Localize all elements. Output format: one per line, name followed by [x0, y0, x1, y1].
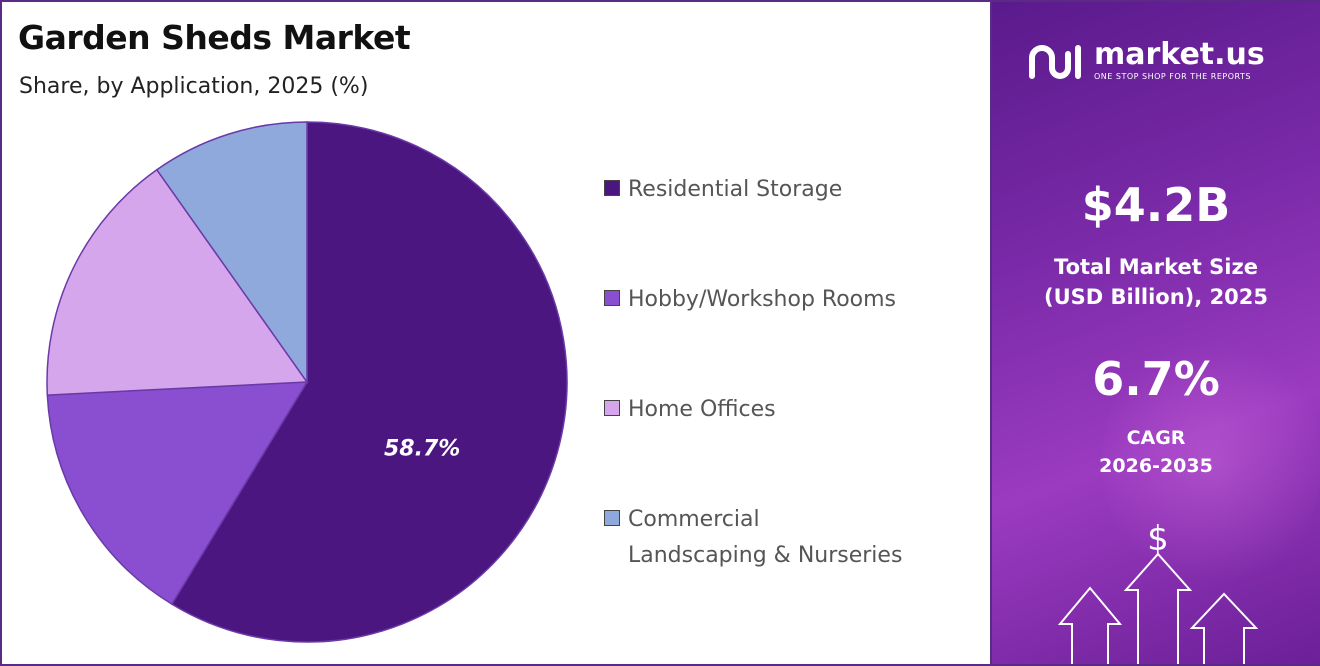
market-size-label: Total Market Size — [1054, 255, 1258, 279]
chart-subtitle: Share, by Application, 2025 (%) — [19, 74, 369, 99]
chart-title: Garden Sheds Market — [18, 18, 411, 57]
cagr-period-label: 2026-2035 — [1099, 455, 1213, 477]
legend-item: Residential Storage — [604, 172, 842, 208]
pie-slice-home-offices — [46, 168, 309, 396]
brand-name: market.us — [1094, 36, 1265, 72]
summary-panel: market.us ONE STOP SHOP FOR THE REPORTS … — [990, 2, 1320, 664]
up-arrow-icon — [1057, 586, 1123, 664]
pie-slice-commercial-landscaping-nurseries — [155, 121, 308, 385]
legend-swatch — [604, 510, 620, 526]
pie-slice-hobby-workshop-rooms — [46, 381, 309, 606]
growth-arrows-illustration: $ — [1057, 519, 1259, 664]
pie-chart: 58.7% — [46, 121, 568, 643]
brand-tagline: ONE STOP SHOP FOR THE REPORTS — [1094, 71, 1251, 81]
legend-label: Commercial Landscaping & Nurseries — [628, 507, 903, 568]
legend-label: Home Offices — [628, 397, 776, 422]
legend-item: Home Offices — [604, 392, 776, 428]
up-arrow-icon — [1123, 552, 1193, 664]
cagr-label: CAGR — [1126, 427, 1186, 449]
market-size-value: $4.2B — [1081, 178, 1231, 232]
legend-swatch — [604, 400, 620, 416]
up-arrow-icon — [1189, 592, 1259, 664]
panel-glow-decoration — [1102, 332, 1320, 592]
dollar-icon: $ — [1147, 519, 1169, 559]
brand-logo: market.us ONE STOP SHOP FOR THE REPORTS — [1026, 38, 1265, 82]
cagr-value: 6.7% — [1092, 352, 1220, 406]
legend-label: Hobby/Workshop Rooms — [628, 287, 897, 312]
data-label: 58.7% — [384, 437, 460, 462]
chart-area: Garden Sheds Market Share, by Applicatio… — [2, 2, 990, 664]
pie-slice-residential-storage — [170, 121, 568, 643]
legend-item: Commercial Landscaping & Nurseries — [604, 502, 902, 574]
legend-item: Hobby/Workshop Rooms — [604, 282, 896, 318]
market-us-logo-icon — [1029, 45, 1081, 79]
market-size-unit-label: (USD Billion), 2025 — [1043, 285, 1269, 309]
legend-swatch — [604, 290, 620, 306]
legend-label: Residential Storage — [628, 177, 843, 202]
legend-swatch — [604, 180, 620, 196]
